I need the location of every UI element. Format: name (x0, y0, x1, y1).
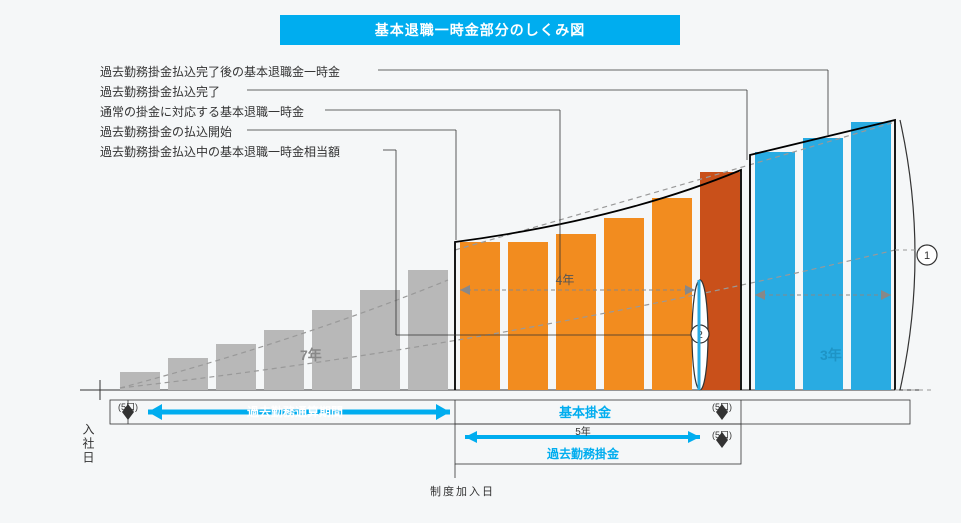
bar (120, 372, 160, 390)
svg-text:(5口): (5口) (712, 430, 732, 440)
diagram-frame: 基本退職一時金部分のしくみ図 過去勤務掛金払込完了後の基本退職金一時金 過去勤務… (0, 0, 961, 523)
bar (360, 290, 400, 390)
bar (755, 152, 795, 390)
three-years-label: 3年 (820, 347, 842, 363)
chart-svg: 1 2 4年 7年 3 (0, 0, 961, 523)
seven-years-label: 7年 (300, 347, 322, 363)
bar (408, 270, 448, 390)
bar (168, 358, 208, 390)
bars (120, 122, 891, 390)
bar (460, 242, 500, 390)
svg-text:基本掛金: 基本掛金 (558, 405, 612, 420)
svg-text:(5口): (5口) (118, 402, 138, 412)
svg-text:1: 1 (924, 250, 930, 262)
svg-text:5年: 5年 (575, 425, 591, 438)
bar (604, 218, 644, 390)
four-years-label: 4年 (556, 273, 575, 287)
bar (556, 234, 596, 390)
svg-text:(5口): (5口) (712, 402, 732, 412)
svg-text:過去勤務掛金: 過去勤務掛金 (546, 446, 620, 461)
bar (508, 242, 548, 390)
bar (216, 344, 256, 390)
svg-text:過去勤務通算期間: 過去勤務通算期間 (246, 404, 343, 419)
bar (851, 122, 891, 390)
